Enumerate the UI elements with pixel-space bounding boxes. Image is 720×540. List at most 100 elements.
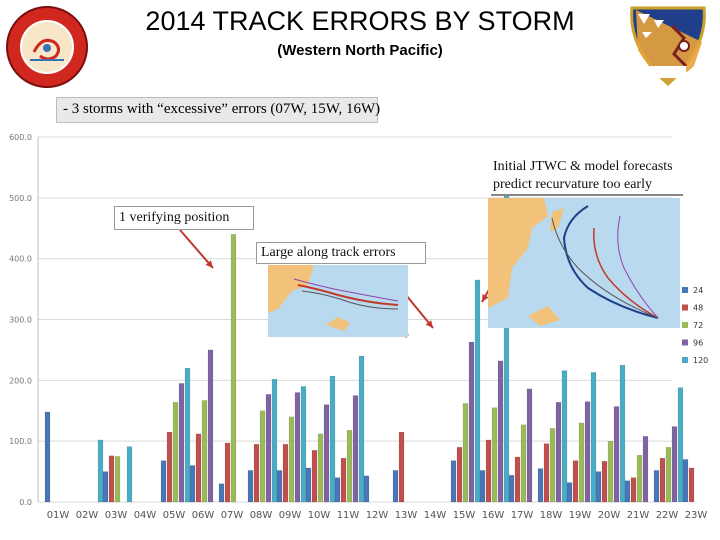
bar-21W-72: [636, 454, 643, 503]
excessive-errors-note: - 3 storms with “excessive” errors (07W,…: [56, 97, 380, 123]
legend-swatch: [682, 339, 688, 346]
bar-16W-96: [497, 360, 504, 503]
bar-08W-72: [259, 410, 266, 503]
along-track-annotation: Large along track errors: [256, 242, 426, 264]
bar-07W-24: [218, 483, 225, 503]
bar-19W-48: [572, 460, 579, 503]
bar-10W-120: [329, 375, 336, 503]
bar-16W-72: [491, 407, 498, 503]
bar-10W-48: [311, 450, 318, 503]
bar-15W-48: [456, 447, 463, 503]
bar-03W-120: [126, 446, 133, 503]
x-tick-label: 09W: [279, 510, 302, 521]
x-tick-label: 06W: [192, 510, 215, 521]
x-tick-label: 13W: [395, 510, 418, 521]
bar-18W-72: [549, 428, 556, 503]
bar-09W-120: [300, 386, 307, 503]
typhoon-seal-icon: [6, 6, 88, 88]
bar-06W-72: [201, 400, 208, 503]
x-tick-label: 10W: [308, 510, 331, 521]
bar-13W-24: [392, 470, 399, 503]
bar-10W-96: [323, 404, 330, 503]
x-tick-label: 02W: [76, 510, 99, 521]
bar-20W-120: [619, 364, 626, 503]
bar-20W-48: [601, 460, 608, 503]
bar-05W-48: [166, 431, 173, 503]
y-tick-label: 400.0: [9, 255, 32, 264]
bar-21W-48: [630, 477, 637, 503]
bar-11W-72: [346, 429, 353, 503]
x-tick-label: 04W: [134, 510, 157, 521]
legend-swatch: [682, 304, 688, 311]
bar-15W-72: [462, 403, 469, 503]
y-tick-label: 200.0: [9, 376, 32, 385]
legend-swatch: [682, 357, 688, 363]
bar-11W-120: [358, 355, 365, 503]
bar-20W-24: [595, 471, 602, 503]
x-tick-label: 20W: [598, 510, 621, 521]
bar-22W-48: [659, 457, 666, 503]
arrow-16w-head: [482, 294, 489, 302]
bar-05W-120: [184, 367, 191, 503]
legend-label: 96: [693, 339, 703, 348]
legend-label: 72: [693, 321, 703, 330]
x-tick-label: 23W: [685, 510, 708, 521]
x-tick-label: 07W: [221, 510, 244, 521]
squadron-patch-icon: [630, 6, 706, 87]
legend-label: 48: [693, 304, 703, 313]
y-tick-label: 600.0: [9, 133, 32, 142]
bar-06W-24: [189, 465, 196, 503]
x-tick-label: 19W: [569, 510, 592, 521]
bar-09W-72: [288, 416, 295, 503]
bar-03W-48: [108, 455, 115, 503]
bar-19W-96: [584, 401, 591, 503]
storm-track-map-icon: [268, 265, 408, 337]
storm-track-map-icon: [488, 198, 680, 328]
arrow-15w-head: [425, 320, 433, 328]
arrow-07w: [179, 229, 214, 269]
recurvature-annotation: Initial JTWC & model forecasts predict r…: [491, 158, 683, 196]
bar-15W-96: [468, 341, 475, 503]
bar-18W-24: [537, 468, 544, 503]
bar-03W-24: [102, 471, 109, 503]
bar-10W-72: [317, 433, 324, 503]
bar-18W-96: [555, 401, 562, 503]
bar-08W-48: [253, 443, 260, 503]
track-errors-chart: 0.0 100.0 200.0 300.0 400.0 500.0 600.0 01W 02W 0…: [9, 133, 708, 521]
x-tick-label: 08W: [250, 510, 273, 521]
verifying-position-annotation: 1 verifying position: [114, 206, 254, 230]
bar-07W-48: [224, 442, 231, 503]
bar-19W-72: [578, 422, 585, 503]
bar-15W-120: [474, 279, 481, 503]
bar-17W-48: [514, 456, 521, 503]
legend-label: 24: [693, 286, 703, 295]
x-tick-label: 17W: [511, 510, 534, 521]
x-tick-label: 03W: [105, 510, 128, 521]
bar-11W-48: [340, 457, 347, 503]
bar-17W-72: [520, 424, 527, 503]
legend-swatch: [682, 322, 688, 328]
bar-21W-24: [624, 480, 631, 503]
bar-08W-96: [265, 394, 272, 503]
x-tick-label: 21W: [627, 510, 650, 521]
bar-09W-96: [294, 392, 301, 503]
bar-08W-120: [271, 378, 278, 503]
bar-10W-24: [305, 467, 312, 503]
bar-16W-24: [479, 470, 486, 503]
bar-07W-72: [230, 234, 237, 503]
x-tick-label: 05W: [163, 510, 186, 521]
bar-12W-24: [363, 475, 370, 503]
bar-06W-48: [195, 433, 202, 503]
x-tick-label: 11W: [337, 510, 360, 521]
bar-09W-48: [282, 443, 289, 503]
bar-22W-120: [677, 387, 684, 503]
bar-09W-24: [276, 470, 283, 503]
bar-19W-120: [590, 372, 597, 503]
arrow-07w-head: [205, 260, 213, 268]
legend-swatch: [682, 287, 688, 293]
bar-05W-96: [178, 383, 185, 503]
bar-19W-24: [566, 482, 573, 503]
x-tick-label: 15W: [453, 510, 476, 521]
bar-18W-120: [561, 370, 568, 503]
bar-06W-96: [207, 349, 214, 503]
